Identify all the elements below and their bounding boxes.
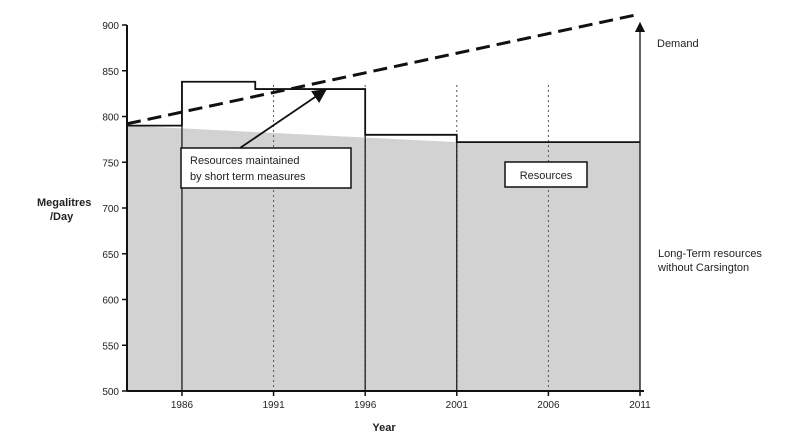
y-tick-label-650: 650	[102, 250, 119, 261]
y-tick-label-600: 600	[102, 296, 119, 307]
short-term-annotation-line-2: by short term measures	[190, 171, 306, 183]
x-tick-label-1986: 1986	[171, 400, 194, 411]
y-tick-label-700: 700	[102, 204, 119, 215]
demand-label: Demand	[657, 38, 699, 50]
x-tick-label-2006: 2006	[537, 400, 560, 411]
series-group	[126, 12, 641, 391]
long-term-resources-area	[127, 125, 640, 392]
y-tick-label-500: 500	[102, 387, 119, 398]
x-axis-title: Year	[372, 422, 396, 434]
long-term-label-line-1: Long-Term resources	[658, 248, 762, 260]
short-term-annotation-line-1: Resources maintained	[190, 155, 299, 167]
resources-label: Resources	[520, 170, 573, 182]
x-tick-label-1991: 1991	[262, 400, 285, 411]
x-tick-label-2001: 2001	[446, 400, 469, 411]
y-tick-label-800: 800	[102, 113, 119, 124]
y-tick-label-550: 550	[102, 341, 119, 352]
short-term-annotation-box	[180, 147, 352, 189]
y-tick-label-750: 750	[102, 158, 119, 169]
axes-group: 500 550 600 650 700 750 800 850 900 1986 1991 1996 2…	[102, 21, 651, 411]
y-tick-label-850: 850	[102, 67, 119, 78]
demand-dashed-line	[126, 12, 641, 126]
x-tick-label-2011: 2011	[629, 400, 651, 411]
y-axis-title-line-2: /Day	[50, 211, 74, 223]
long-term-label-line-2: without Carsington	[657, 262, 749, 274]
short-term-annotation-arrow	[239, 88, 327, 149]
shaded-area-group	[127, 125, 640, 392]
y-axis-title-line-1: Megalitres	[37, 197, 91, 209]
x-tick-label-1996: 1996	[354, 400, 377, 411]
y-tick-label-900: 900	[102, 21, 119, 32]
resources-label-box	[504, 161, 588, 188]
